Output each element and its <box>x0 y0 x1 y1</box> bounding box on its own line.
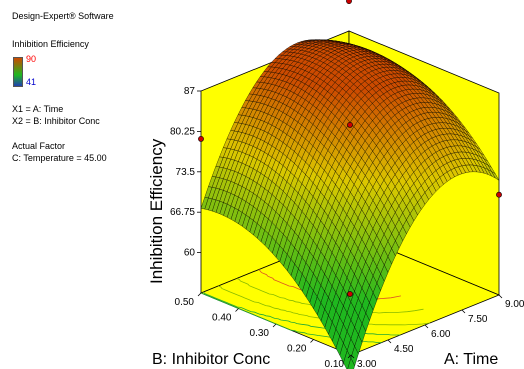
factor-x1: X1 = A: Time <box>12 104 64 114</box>
design-point <box>347 122 353 128</box>
y-tick <box>272 323 277 328</box>
actual-factor-heading: Actual Factor <box>12 141 66 151</box>
x-axis-label: A: Time <box>444 351 498 368</box>
x-tick <box>424 324 429 329</box>
x-tick <box>350 354 355 359</box>
z-tick-label: 66.75 <box>170 207 195 218</box>
z-tick-label: 87 <box>184 86 196 97</box>
y-tick-label: 0.20 <box>287 344 307 355</box>
z-tick-label: 80.25 <box>170 126 195 137</box>
y-tick <box>197 292 202 297</box>
y-axis-label: B: Inhibitor Conc <box>152 351 270 368</box>
z-axis-label: Inhibition Efficiency <box>147 138 166 284</box>
design-point <box>198 135 204 142</box>
y-tick-label: 0.30 <box>250 328 270 339</box>
y-tick <box>347 354 352 359</box>
x-tick-label: 9.00 <box>505 299 524 310</box>
y-tick-label: 0.40 <box>212 313 232 324</box>
y-tick <box>310 339 314 343</box>
x-tick-label: 6.00 <box>431 329 451 340</box>
y-tick-label: 0.50 <box>175 297 195 308</box>
x-tick <box>387 339 392 344</box>
actual-factor-value: C: Temperature = 45.00 <box>12 153 107 163</box>
x-tick <box>498 294 503 299</box>
z-tick-label: 60 <box>184 248 196 259</box>
surface-cell <box>347 357 355 369</box>
z-tick-label: 73.5 <box>176 167 196 178</box>
x-tick-label: 3.00 <box>357 359 377 369</box>
color-scale-min: 41 <box>26 77 37 87</box>
design-point <box>346 0 352 4</box>
design-points <box>198 0 502 297</box>
x-tick <box>461 309 466 314</box>
contour-line <box>218 285 430 326</box>
x-tick-label: 7.50 <box>468 314 488 325</box>
response-surface <box>200 39 500 369</box>
axis-ticks: 87 80.25 73.5 66.75 60 3.00 4.50 6.00 7.50 9.00 0.… <box>170 86 524 369</box>
color-scale-max: 90 <box>26 54 37 64</box>
design-point <box>496 191 502 198</box>
x-tick-label: 4.50 <box>394 344 414 355</box>
y-tick <box>235 308 239 312</box>
response-name: Inhibition Efficiency <box>12 39 89 49</box>
software-name: Design-Expert® Software <box>12 11 114 21</box>
design-point <box>347 291 353 297</box>
factor-x2: X2 = B: Inhibitor Conc <box>12 116 100 126</box>
y-tick-label: 0.10 <box>325 359 345 369</box>
color-scale-bar <box>13 57 23 87</box>
